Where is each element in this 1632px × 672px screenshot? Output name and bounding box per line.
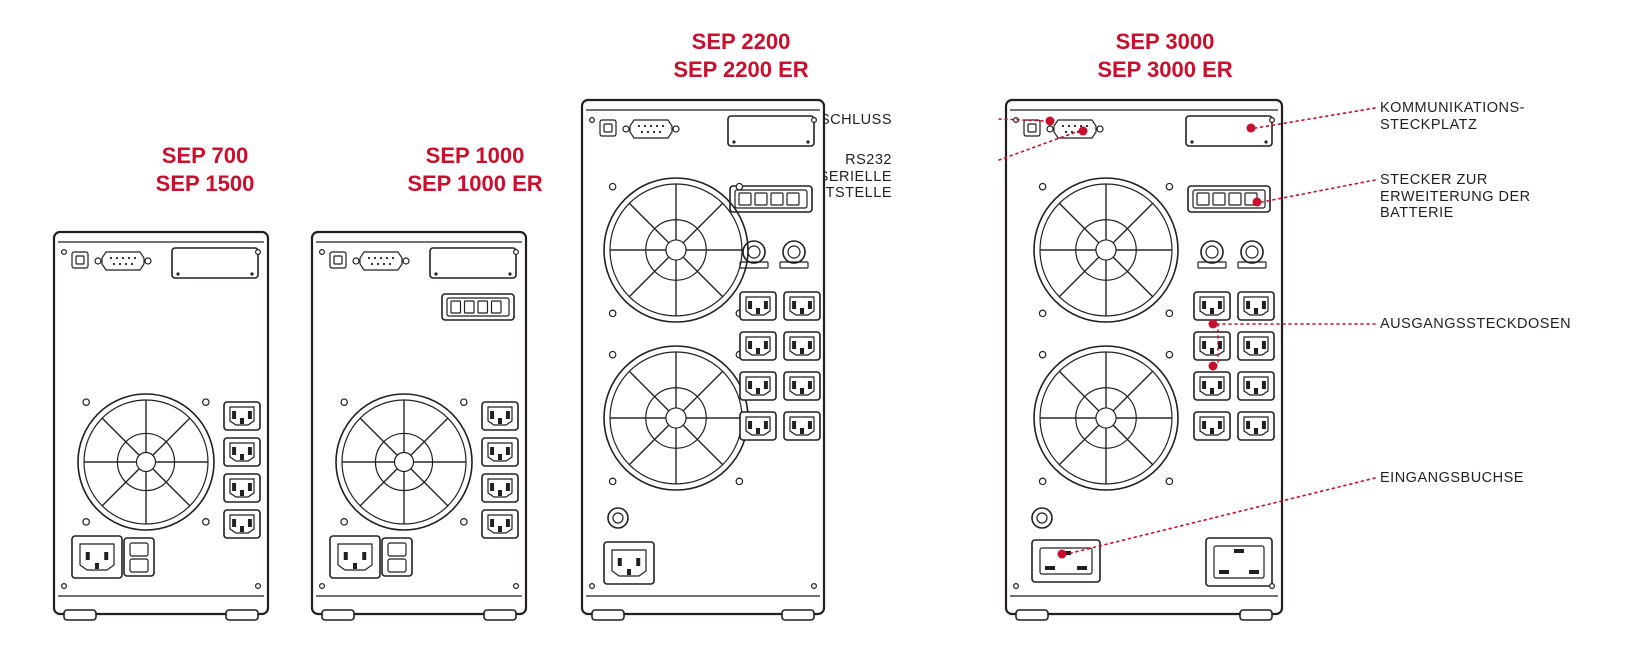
diagram-svg (0, 0, 1632, 672)
